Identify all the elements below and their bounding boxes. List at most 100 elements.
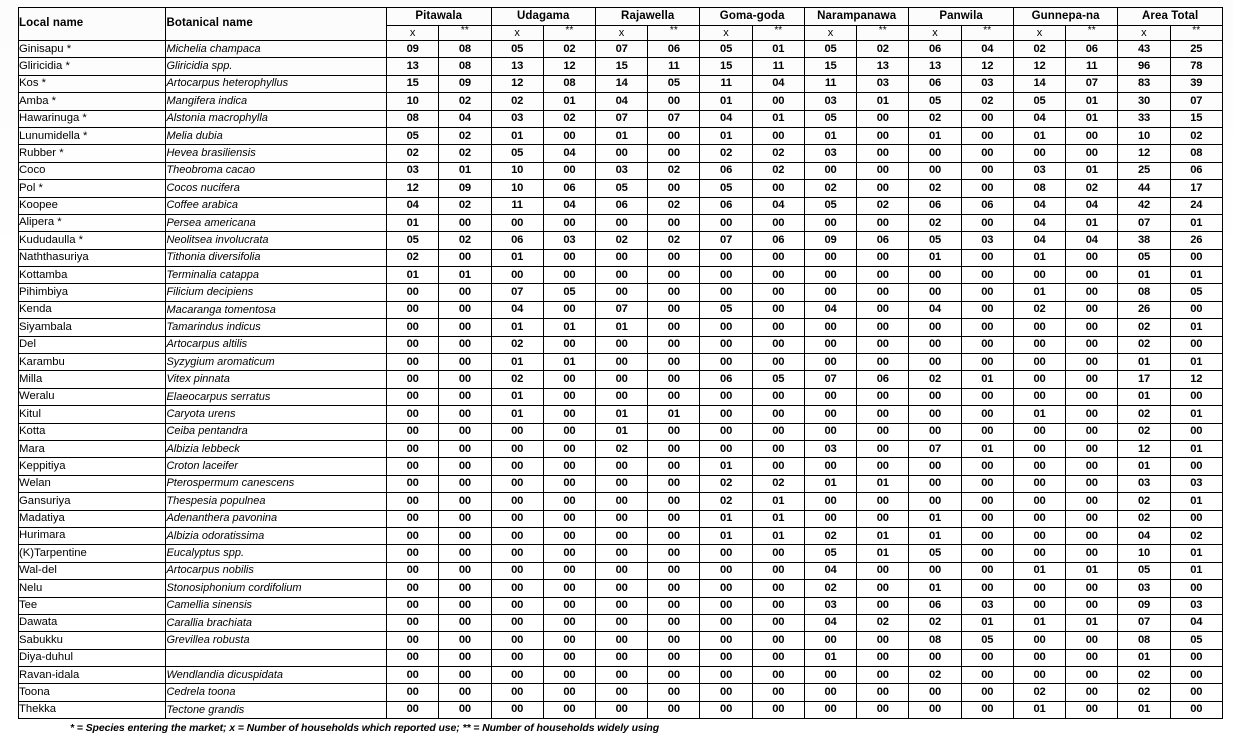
cell-value: 00	[960, 492, 1014, 511]
cell-value: 02	[1117, 405, 1171, 424]
cell-value: 00	[751, 387, 805, 407]
table-row: Weralu Elaeocarpus serratus 00 00 01 00 00 00 00…	[17, 387, 1224, 407]
cell-value: 02	[803, 179, 858, 198]
cell-value: 00	[490, 213, 544, 233]
cell-value: 01	[1012, 248, 1067, 268]
cell-value: 00	[751, 683, 805, 702]
cell-local-name: Weralu	[17, 387, 167, 407]
cell-value: 00	[803, 631, 858, 650]
cell-value: 00	[1065, 126, 1119, 146]
col-subheader-reported-use: x	[594, 25, 649, 41]
cell-value: 00	[438, 422, 492, 441]
cell-botanical-name: Albizia lebbeck	[165, 439, 388, 459]
cell-value: 00	[542, 683, 596, 702]
cell-value: 00	[1012, 648, 1067, 668]
cell-value: 00	[542, 387, 596, 407]
col-group-area-total: Area Total	[1117, 7, 1223, 26]
cell-value: 00	[960, 422, 1014, 441]
cell-value: 04	[960, 39, 1014, 59]
cell-value: 08	[1169, 144, 1224, 163]
cell-value: 00	[856, 561, 910, 581]
cell-value: 00	[647, 648, 701, 668]
cell-value: 00	[647, 422, 701, 441]
cell-value: 00	[542, 492, 596, 511]
table-row: Hawarinuga * Alstonia macrophylla 08 04 03 02…	[17, 109, 1224, 128]
cell-value: 00	[803, 161, 858, 181]
cell-local-name: Tee	[17, 596, 167, 615]
cell-value: 00	[647, 683, 701, 702]
cell-value: 10	[1117, 126, 1171, 146]
cell-value: 00	[647, 526, 701, 546]
cell-botanical-name: Syzygium aromaticum	[165, 353, 388, 372]
cell-value: 06	[699, 161, 753, 181]
table-row: Welan Pterospermum canescens 00 00 00 00 00 00 0…	[17, 474, 1224, 494]
cell-local-name: Amba *	[17, 92, 167, 111]
cell-value: 00	[490, 579, 544, 598]
cell-value: 00	[386, 439, 440, 459]
cell-value: 00	[803, 422, 858, 441]
cell-value: 00	[542, 126, 596, 146]
cell-value: 00	[803, 666, 858, 685]
cell-value: 00	[386, 544, 440, 563]
cell-botanical-name: Vitex pinnata	[165, 370, 388, 389]
cell-value: 01	[960, 370, 1014, 389]
cell-value: 00	[647, 492, 701, 511]
cell-value: 00	[647, 631, 701, 650]
col-group-goma-goda: Goma-goda	[699, 7, 805, 26]
cell-value: 00	[490, 492, 544, 511]
cell-local-name: (K)Tarpentine	[17, 544, 167, 563]
cell-value: 00	[908, 561, 962, 581]
cell-value: 00	[699, 613, 753, 633]
cell-value: 01	[1065, 213, 1119, 233]
cell-value: 25	[1117, 161, 1171, 181]
cell-value: 05	[542, 283, 596, 302]
cell-value: 01	[1065, 561, 1119, 581]
cell-value: 00	[647, 213, 701, 233]
table-row: Kotta Ceiba pentandra 00 00 00 00 01 00 00 00 00 00…	[17, 422, 1224, 441]
cell-local-name: Alipera *	[17, 213, 167, 233]
cell-value: 00	[647, 509, 701, 528]
cell-value: 00	[856, 300, 910, 320]
col-subheader-reported-use: x	[490, 25, 544, 41]
cell-value: 00	[908, 144, 962, 163]
cell-value: 05	[699, 39, 753, 59]
cell-value: 12	[1117, 144, 1171, 163]
cell-value: 00	[856, 683, 910, 702]
cell-value: 00	[908, 283, 962, 302]
cell-value: 00	[803, 335, 858, 355]
cell-value: 02	[594, 439, 649, 459]
cell-value: 03	[856, 74, 910, 94]
cell-value: 08	[438, 39, 492, 59]
table-row: Amba * Mangifera indica 10 02 02 01 04 00 01 00 03…	[17, 92, 1224, 111]
table-row: Kos * Artocarpus heterophyllus 15 09 12 08 14 0…	[17, 74, 1224, 94]
cell-value: 02	[542, 39, 596, 59]
cell-value: 00	[438, 492, 492, 511]
cell-botanical-name: Tamarindus indicus	[165, 318, 388, 337]
cell-value: 00	[490, 544, 544, 563]
cell-value: 06	[1169, 161, 1224, 181]
species-usage-table: Local name Botanical name Pitawala Udaga…	[17, 7, 1224, 720]
cell-value: 00	[803, 387, 858, 407]
cell-value: 00	[908, 266, 962, 285]
cell-value: 00	[386, 509, 440, 528]
cell-value: 02	[1169, 526, 1224, 546]
cell-value: 26	[1169, 231, 1224, 250]
cell-botanical-name: Alstonia macrophylla	[165, 109, 388, 128]
cell-value: 00	[751, 596, 805, 615]
cell-value: 43	[1117, 39, 1171, 59]
cell-botanical-name: Stonosiphonium cordifolium	[165, 579, 388, 598]
cell-value: 00	[960, 666, 1014, 685]
cell-value: 00	[1012, 266, 1067, 285]
cell-value: 00	[1012, 353, 1067, 372]
cell-local-name: Karambu	[17, 353, 167, 372]
cell-value: 00	[1065, 457, 1119, 476]
cell-value: 00	[699, 248, 753, 268]
cell-value: 00	[856, 387, 910, 407]
cell-value: 00	[438, 213, 492, 233]
cell-value: 00	[490, 457, 544, 476]
cell-value: 01	[751, 492, 805, 511]
cell-value: 12	[386, 179, 440, 198]
cell-value: 00	[699, 422, 753, 441]
cell-value: 00	[594, 579, 649, 598]
cell-value: 00	[647, 370, 701, 389]
